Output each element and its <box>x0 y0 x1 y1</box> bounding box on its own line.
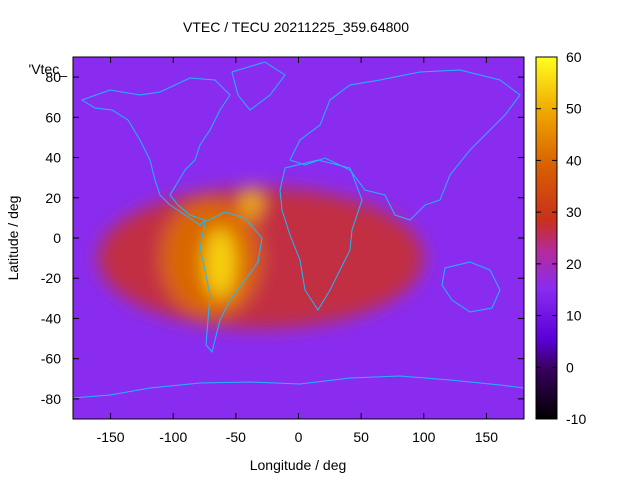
x-axis-ticks: -150 -100 -50 0 50 100 150 <box>97 57 499 445</box>
y-tick-label: 20 <box>45 190 61 206</box>
x-tick-label: -100 <box>159 429 187 445</box>
y-axis-ticks: -80 -60 -40 -20 0 20 40 60 80 <box>41 69 524 407</box>
colorbar-tick-label: 50 <box>566 101 582 117</box>
x-tick-label: 100 <box>412 429 436 445</box>
y-tick-label: 40 <box>45 150 61 166</box>
y-tick-label: 60 <box>45 109 61 125</box>
coastlines <box>73 61 524 399</box>
y-axis-label: Latitude / deg <box>5 196 21 281</box>
colorbar-tick-label: 60 <box>566 49 582 65</box>
heatmap-area <box>73 57 524 419</box>
coastline-south-america <box>199 211 263 354</box>
key-label: 'Vtec_ <box>29 61 68 77</box>
coastline-greenland <box>231 61 286 111</box>
x-axis-label: Longitude / deg <box>250 457 347 473</box>
colorbar-tick-label: 0 <box>566 359 574 375</box>
coastline-eurasia <box>289 69 521 221</box>
coastline-africa <box>279 159 363 311</box>
y-tick-label: 80 <box>45 69 61 85</box>
colorbar-tick-label: 20 <box>566 256 582 272</box>
colorbar <box>535 56 558 420</box>
y-tick-label: -40 <box>41 310 61 326</box>
heat-region-atlantic-crest <box>242 187 261 218</box>
y-tick-label: -20 <box>41 270 61 286</box>
x-tick-label: 150 <box>475 429 499 445</box>
y-tick-label: -60 <box>41 351 61 367</box>
colorbar-tick-label: -10 <box>566 411 586 427</box>
colorbar-tick-label: 40 <box>566 152 582 168</box>
chart-title: VTEC / TECU 20211225_359.64800 <box>183 19 409 35</box>
colorbar-tick-label: 10 <box>566 308 582 324</box>
x-tick-label: -150 <box>97 429 125 445</box>
x-tick-label: 0 <box>295 429 303 445</box>
y-tick-label: -80 <box>41 391 61 407</box>
coastline-australia <box>441 261 501 313</box>
coastline-antarctica <box>73 375 524 399</box>
colorbar-tick-label: 30 <box>566 204 582 220</box>
heatmap-regions <box>98 187 424 329</box>
y-tick-label: 0 <box>53 230 61 246</box>
heat-region-south-america-crest <box>204 227 236 299</box>
colorbar-ticks: -10 0 10 20 30 40 50 60 <box>536 49 586 427</box>
x-tick-label: 50 <box>353 429 369 445</box>
x-tick-label: -50 <box>226 429 246 445</box>
coastline-north-america <box>80 77 231 226</box>
